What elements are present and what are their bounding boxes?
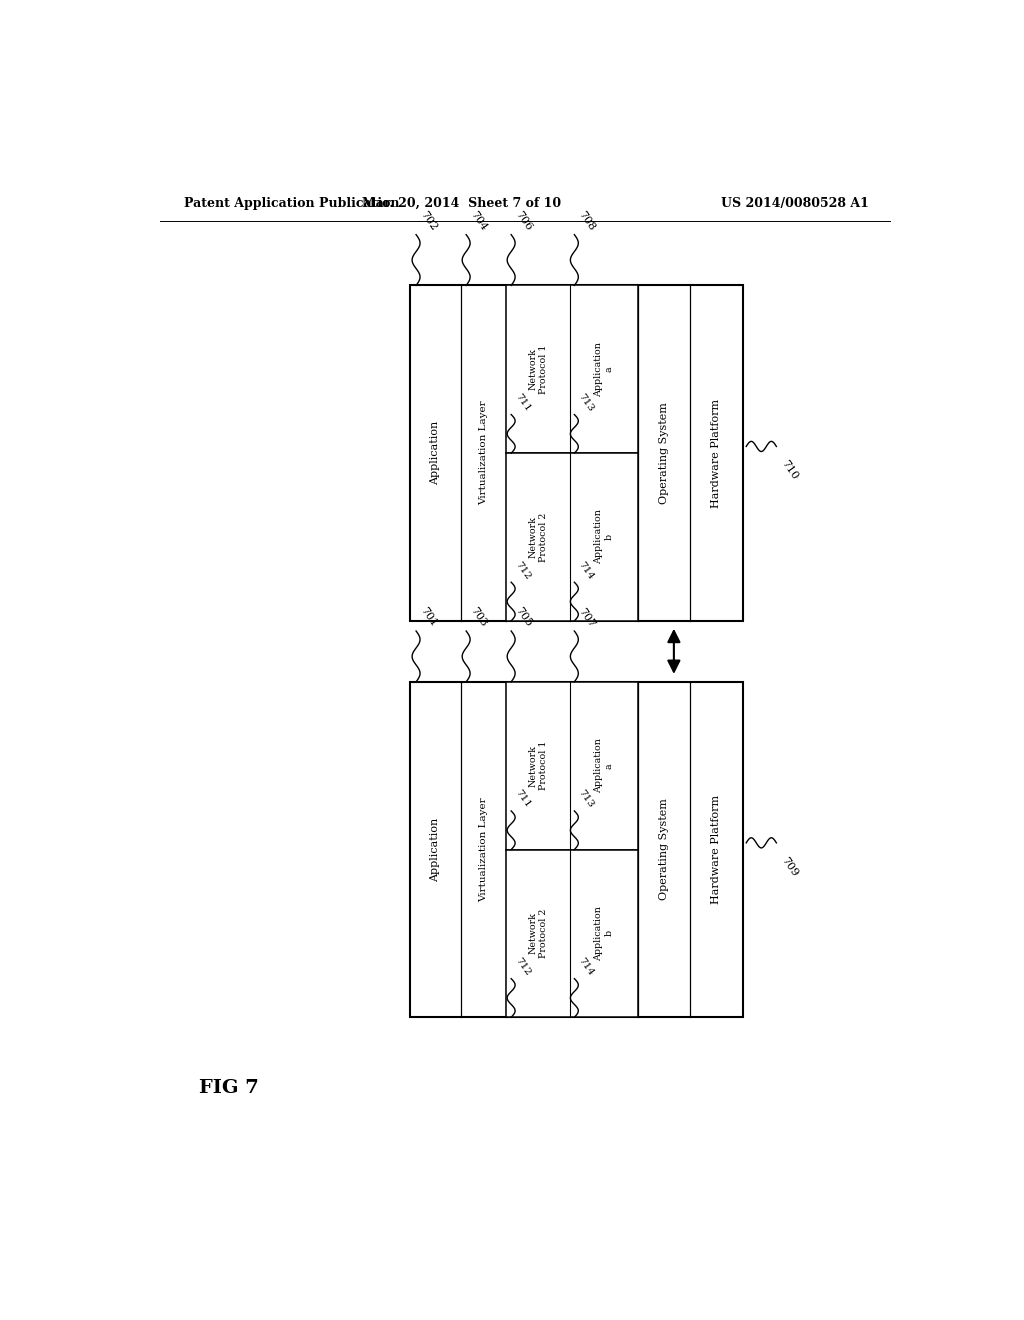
Text: Application
b: Application b (594, 906, 613, 961)
Text: 711: 711 (513, 788, 532, 810)
Text: Virtualization Layer: Virtualization Layer (479, 797, 488, 902)
Text: 714: 714 (577, 956, 596, 978)
Bar (410, 682, 743, 1018)
Text: Network
Protocol 1: Network Protocol 1 (528, 741, 548, 791)
Text: Hardware Platform: Hardware Platform (712, 399, 721, 508)
Text: Network
Protocol 2: Network Protocol 2 (528, 512, 548, 562)
Text: 703: 703 (469, 606, 488, 630)
Text: 711: 711 (513, 392, 532, 413)
Bar (410, 285, 743, 620)
Text: Application: Application (430, 421, 440, 486)
Text: Operating System: Operating System (658, 403, 669, 504)
Text: 701: 701 (419, 606, 439, 630)
Text: Application
b: Application b (594, 510, 613, 565)
Text: 702: 702 (419, 210, 439, 232)
Text: 713: 713 (577, 392, 596, 413)
Text: Application: Application (430, 817, 440, 882)
Text: 704: 704 (469, 210, 488, 232)
Bar (507, 453, 638, 620)
Text: FIG 7: FIG 7 (200, 1080, 259, 1097)
Text: 712: 712 (513, 956, 532, 978)
Text: Virtualization Layer: Virtualization Layer (479, 401, 488, 506)
Text: Patent Application Publication: Patent Application Publication (183, 197, 399, 210)
Text: Network
Protocol 2: Network Protocol 2 (528, 908, 548, 958)
Text: 709: 709 (779, 855, 800, 878)
Text: Network
Protocol 1: Network Protocol 1 (528, 345, 548, 393)
Text: 714: 714 (577, 560, 596, 581)
Text: 710: 710 (779, 458, 800, 482)
Text: Application
a: Application a (594, 738, 613, 793)
Bar (507, 285, 638, 453)
Bar (507, 850, 638, 1018)
Bar (507, 682, 638, 850)
Text: Hardware Platform: Hardware Platform (712, 795, 721, 904)
Text: Mar. 20, 2014  Sheet 7 of 10: Mar. 20, 2014 Sheet 7 of 10 (361, 197, 561, 210)
Text: 713: 713 (577, 788, 596, 810)
Text: US 2014/0080528 A1: US 2014/0080528 A1 (721, 197, 868, 210)
Text: 712: 712 (513, 560, 532, 581)
Text: Application
a: Application a (594, 342, 613, 397)
Text: 705: 705 (513, 606, 534, 630)
Text: Operating System: Operating System (658, 799, 669, 900)
Text: 707: 707 (577, 606, 597, 630)
Text: 706: 706 (513, 210, 534, 232)
Text: 708: 708 (577, 210, 597, 232)
